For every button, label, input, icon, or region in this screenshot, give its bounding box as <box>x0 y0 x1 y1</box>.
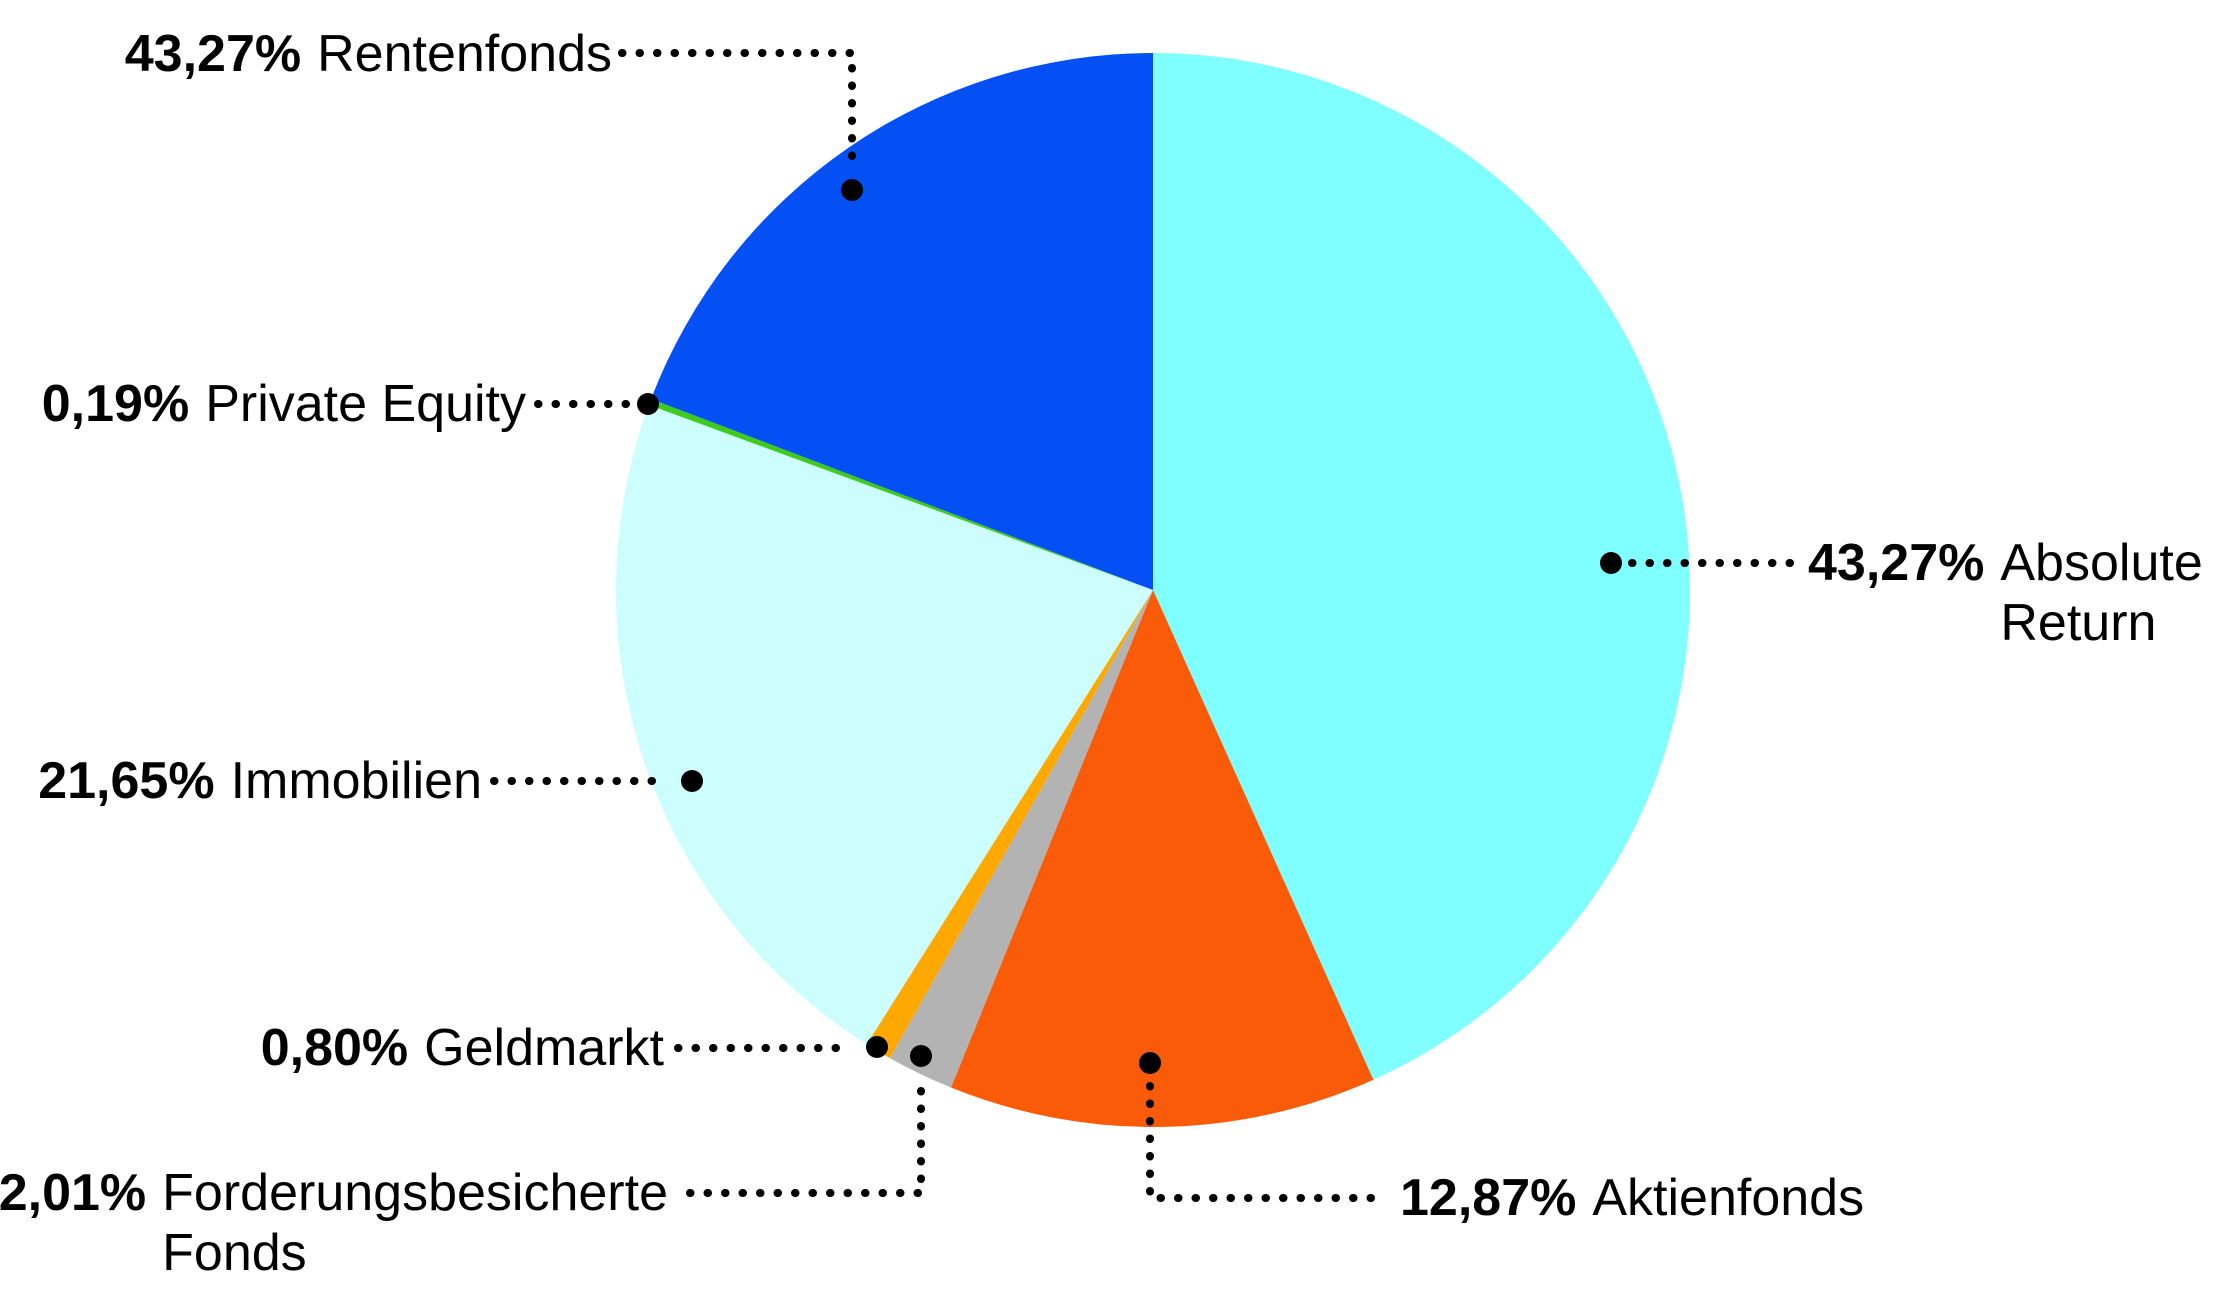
leader-dot-rentenfonds <box>841 179 863 201</box>
leader-dot-absolute-return <box>1600 552 1622 574</box>
pie-slice-private-equity <box>648 398 1153 590</box>
pie-slice-forderungsbesicherte-fonds <box>889 590 1153 1088</box>
leader-dot-geldmarkt <box>866 1036 888 1058</box>
pie-slice-absolute-return <box>1153 53 1690 1080</box>
leader-dot-private-equity <box>637 393 659 415</box>
leader-line-rentenfonds <box>618 49 856 170</box>
leader-dot-immobilien <box>681 770 703 792</box>
pie-slice-geldmarkt <box>866 590 1153 1059</box>
pie-slice-aktienfonds <box>950 590 1374 1128</box>
leader-dot-forderungsbesicherte-fonds <box>910 1045 932 1067</box>
leader-line-aktienfonds <box>1146 1082 1387 1202</box>
leader-line-forderungsbesicherte-fonds <box>686 1076 925 1197</box>
pie-slice-rentenfonds <box>651 53 1153 590</box>
leader-dot-aktienfonds <box>1139 1052 1161 1074</box>
pie-slice-immobilien <box>616 404 1153 1045</box>
